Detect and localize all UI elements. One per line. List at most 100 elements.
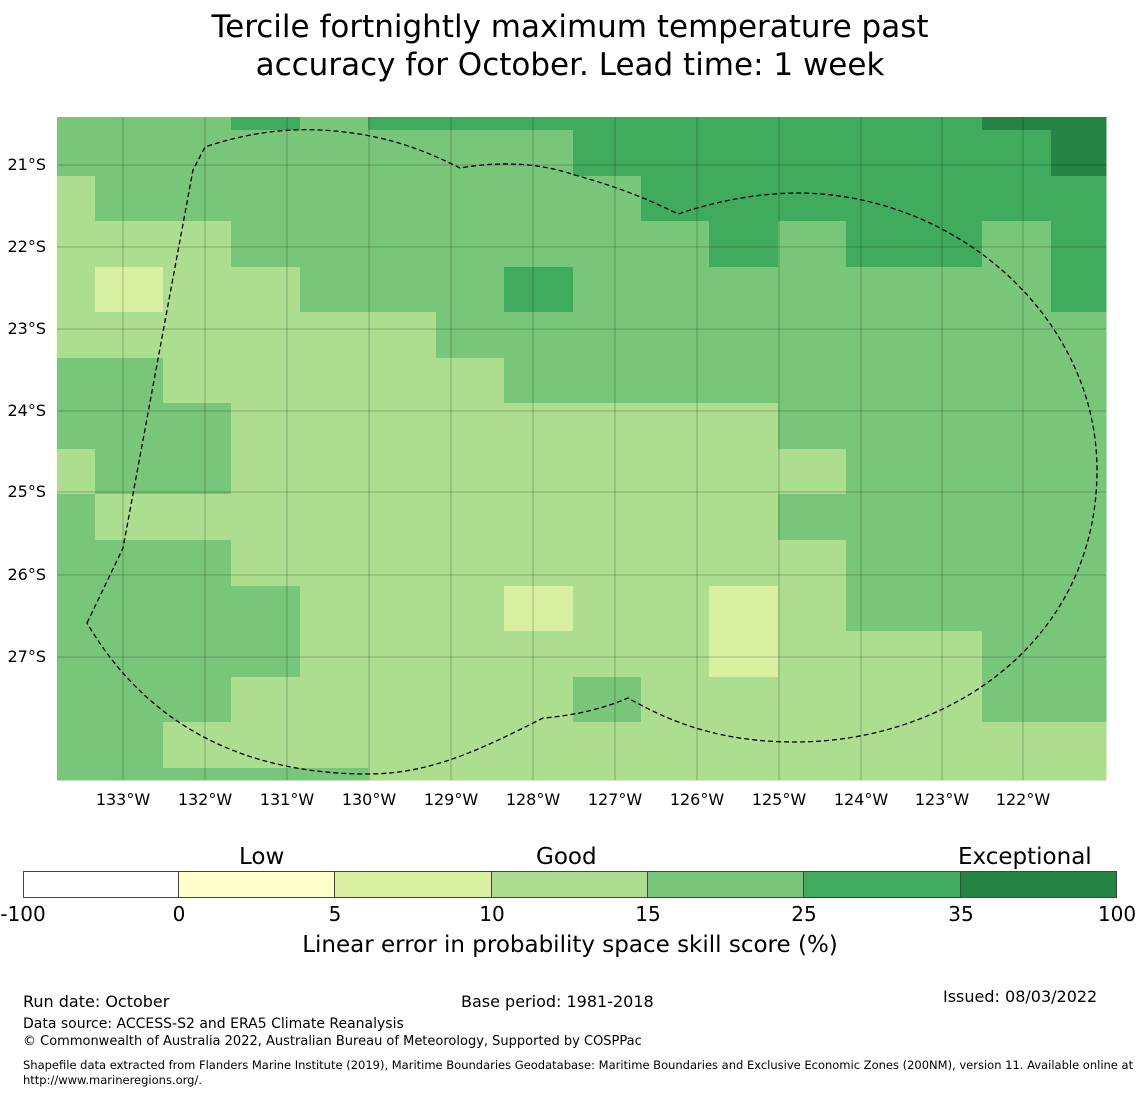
map-cell [573, 631, 642, 678]
map-cell [641, 176, 710, 222]
map-cell [982, 494, 1052, 541]
map-cell [641, 267, 710, 313]
map-cell [504, 358, 574, 404]
map-cell [846, 722, 915, 769]
lon-tick-label: 133°W [95, 790, 151, 809]
map-cell [368, 312, 437, 359]
map-cell [95, 540, 164, 587]
map-cell [982, 677, 1052, 723]
map-cell [778, 631, 847, 678]
map-cell [982, 176, 1052, 222]
map-cell [709, 494, 779, 541]
map-cell [57, 312, 96, 359]
map-cell [95, 768, 164, 781]
colorbar-label: Linear error in probability space skill … [302, 932, 838, 958]
map-cell [641, 631, 710, 678]
lon-tick-label: 125°W [751, 790, 807, 809]
map-cell [982, 722, 1052, 769]
map-cell [57, 677, 96, 723]
map-cell [709, 540, 779, 587]
skill-map [57, 117, 1107, 781]
map-cell [914, 494, 983, 541]
map-cell [504, 403, 574, 450]
map-cell [778, 449, 847, 495]
map-cell [95, 677, 164, 723]
map-cell [778, 494, 847, 541]
map-cell [573, 722, 642, 769]
map-cell [57, 130, 96, 177]
map-cell [163, 403, 232, 450]
map-cell [163, 358, 232, 404]
map-cell [982, 130, 1052, 177]
map-cell [231, 768, 301, 781]
map-cell [709, 631, 779, 678]
map-cell [163, 677, 232, 723]
map-cell [163, 631, 232, 678]
map-cell [300, 267, 369, 313]
map-cell [436, 768, 505, 781]
map-cell [573, 494, 642, 541]
map-cell [368, 130, 437, 177]
map-cell [504, 494, 574, 541]
map-cell [982, 221, 1052, 268]
colorbar-segment [335, 871, 492, 898]
map-cell [504, 449, 574, 495]
map-cell [1051, 221, 1107, 268]
map-cell [504, 130, 574, 177]
map-cell [95, 586, 164, 632]
map-cell [709, 312, 779, 359]
map-cell [368, 722, 437, 769]
map-cell [231, 117, 301, 131]
run-date: Run date: October [23, 992, 170, 1011]
map-cell [163, 117, 232, 131]
map-cell [573, 267, 642, 313]
map-cell [163, 540, 232, 587]
map-cell [846, 494, 915, 541]
map-cell [573, 117, 642, 131]
map-cell [504, 586, 574, 632]
map-cell [57, 449, 96, 495]
map-cell [368, 540, 437, 587]
map-cell [573, 540, 642, 587]
map-cell [163, 586, 232, 632]
map-cell [368, 494, 437, 541]
map-cell [641, 403, 710, 450]
map-cell [95, 312, 164, 359]
map-cell [914, 221, 983, 268]
map-cell [1051, 267, 1107, 313]
map-cell [573, 312, 642, 359]
map-cell [163, 267, 232, 313]
map-cell [641, 221, 710, 268]
map-cell [982, 267, 1052, 313]
map-cell [778, 768, 847, 781]
map-cell [778, 677, 847, 723]
shapefile-credit: Shapefile data extracted from Flanders M… [23, 1058, 1134, 1087]
map-cell [641, 540, 710, 587]
map-cell [436, 221, 505, 268]
colorbar-segment [961, 871, 1117, 898]
lon-tick-label: 124°W [833, 790, 889, 809]
map-cell [1051, 130, 1107, 177]
map-cell [300, 586, 369, 632]
map-cell [709, 117, 779, 131]
map-cell [1051, 722, 1107, 769]
map-cell [436, 540, 505, 587]
map-cell [436, 631, 505, 678]
map-cell [300, 677, 369, 723]
map-cell [846, 176, 915, 222]
map-cell [914, 403, 983, 450]
map-cell [1051, 449, 1107, 495]
map-cell [231, 221, 301, 268]
copyright: © Commonwealth of Australia 2022, Austra… [23, 1034, 642, 1049]
lat-tick-label: 24°S [7, 401, 46, 420]
map-cell [914, 358, 983, 404]
map-cell [573, 586, 642, 632]
lat-tick-label: 25°S [7, 482, 46, 501]
map-cell [436, 176, 505, 222]
map-cell [300, 494, 369, 541]
map-cell [1051, 677, 1107, 723]
map-cell [436, 312, 505, 359]
lat-tick-label: 23°S [7, 319, 46, 338]
map-cell [982, 117, 1052, 131]
